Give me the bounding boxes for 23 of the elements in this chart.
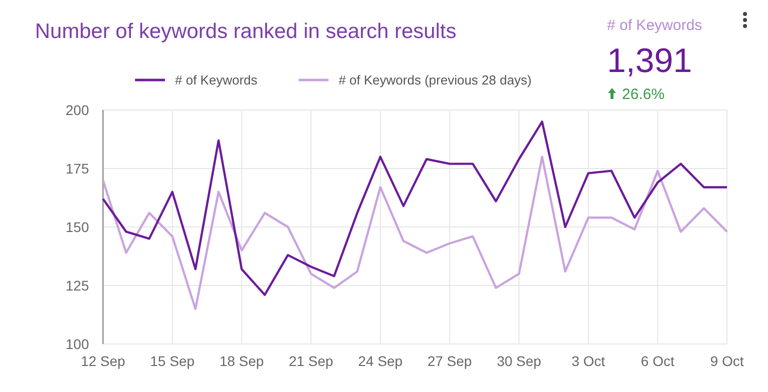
- x-tick-label: 9 Oct: [710, 353, 744, 369]
- x-tick-label: 15 Sep: [150, 353, 195, 369]
- y-tick-label: 125: [66, 277, 90, 294]
- x-tick-label: 30 Sep: [496, 353, 542, 369]
- line-series: [102, 120, 728, 296]
- x-tick-label: 21 Sep: [288, 353, 334, 369]
- chart-title: Number of keywords ranked in search results: [35, 20, 456, 43]
- x-tick-label: 24 Sep: [358, 353, 403, 369]
- legend-label: # of Keywords (previous 28 days): [338, 72, 532, 88]
- x-tick-label: 27 Sep: [427, 353, 472, 369]
- text: 1,391: [607, 42, 692, 80]
- y-tick-label: 150: [66, 218, 90, 235]
- x-tick-label: 3 Oct: [572, 353, 606, 369]
- legend-label: # of Keywords: [175, 72, 258, 88]
- x-tick-label: 6 Oct: [640, 353, 674, 369]
- y-tick-label: 175: [66, 160, 90, 176]
- line-series: [102, 156, 728, 310]
- y-tick-label: 100: [66, 336, 90, 352]
- y-tick-label: 200: [66, 102, 90, 118]
- x-tick-label: 18 Sep: [219, 353, 264, 369]
- text: 26.6%: [622, 86, 665, 103]
- text: # of Keywords: [607, 17, 702, 34]
- x-tick-label: 12 Sep: [80, 353, 126, 369]
